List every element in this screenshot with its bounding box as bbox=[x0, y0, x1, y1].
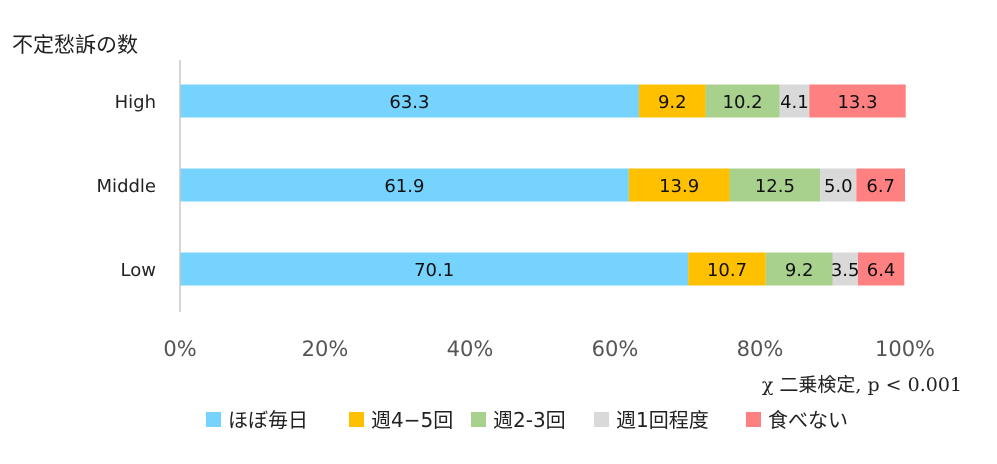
data-label: 5.0 bbox=[824, 176, 853, 197]
legend-swatch bbox=[206, 412, 221, 427]
data-label: 4.1 bbox=[780, 92, 809, 113]
x-tick-label: 60% bbox=[592, 337, 639, 361]
legend-label: 週2-3回 bbox=[493, 408, 566, 432]
bar-segment bbox=[180, 168, 629, 202]
x-tick-label: 20% bbox=[302, 337, 349, 361]
legend-item: 週4−5回 bbox=[349, 408, 453, 432]
data-label: 9.2 bbox=[658, 92, 687, 113]
legend-label: 食べない bbox=[768, 408, 848, 432]
x-tick-labels: 0% 20% 40% 60% 80% 100% bbox=[163, 337, 935, 361]
data-label: 70.1 bbox=[414, 260, 454, 281]
bar-segment bbox=[765, 252, 833, 286]
bar-segment bbox=[688, 252, 766, 286]
data-label: 61.9 bbox=[384, 176, 424, 197]
bar-segment bbox=[180, 84, 639, 118]
significance-annotation: χ 二乗検定, p < 0.001 bbox=[762, 374, 962, 396]
x-tick-label: 0% bbox=[163, 337, 196, 361]
legend: ほぼ毎日 週4−5回 週2-3回 週1回程度 食べない bbox=[206, 408, 848, 432]
bar-segment bbox=[809, 84, 906, 118]
legend-item: 週2-3回 bbox=[471, 408, 566, 432]
bar-segment bbox=[779, 84, 810, 118]
legend-item: 週1回程度 bbox=[594, 408, 709, 432]
bar-segment bbox=[638, 84, 706, 118]
category-label: Low bbox=[121, 260, 156, 281]
legend-label: 週1回程度 bbox=[616, 408, 709, 432]
legend-label: 週4−5回 bbox=[371, 408, 453, 432]
bar-segment bbox=[832, 252, 858, 286]
data-label: 13.9 bbox=[659, 176, 699, 197]
bar-segment bbox=[180, 252, 689, 286]
data-label: 12.5 bbox=[755, 176, 795, 197]
legend-item: 食べない bbox=[746, 408, 848, 432]
category-labels: High Middle Low bbox=[97, 92, 156, 281]
data-label: 13.3 bbox=[837, 92, 877, 113]
legend-swatch bbox=[746, 412, 761, 427]
legend-swatch bbox=[594, 412, 609, 427]
data-label: 6.7 bbox=[866, 176, 895, 197]
bar-segment bbox=[820, 168, 857, 202]
bar-segment bbox=[729, 168, 821, 202]
bars-group: 63.3 9.2 10.2 4.1 13.3 61.9 13.9 12.5 5.0 6.7 70.1… bbox=[180, 84, 906, 286]
category-label: Middle bbox=[97, 176, 156, 197]
category-label: High bbox=[115, 92, 156, 113]
legend-swatch bbox=[471, 412, 486, 427]
data-label: 3.5 bbox=[831, 260, 860, 281]
legend-item: ほぼ毎日 bbox=[206, 408, 308, 432]
bar-segment bbox=[705, 84, 780, 118]
x-tick-label: 80% bbox=[737, 337, 784, 361]
legend-swatch bbox=[349, 412, 364, 427]
x-tick-label: 40% bbox=[447, 337, 494, 361]
x-tick-label: 100% bbox=[875, 337, 935, 361]
chart-title: 不定愁訴の数 bbox=[12, 33, 138, 57]
bar-segment bbox=[856, 168, 905, 202]
data-label: 10.2 bbox=[723, 92, 763, 113]
data-label: 6.4 bbox=[867, 260, 896, 281]
legend-label: ほぼ毎日 bbox=[228, 408, 308, 432]
bar-segment bbox=[628, 168, 730, 202]
data-label: 10.7 bbox=[707, 260, 747, 281]
data-label: 63.3 bbox=[389, 92, 429, 113]
bar-segment bbox=[857, 252, 905, 286]
data-label: 9.2 bbox=[785, 260, 814, 281]
